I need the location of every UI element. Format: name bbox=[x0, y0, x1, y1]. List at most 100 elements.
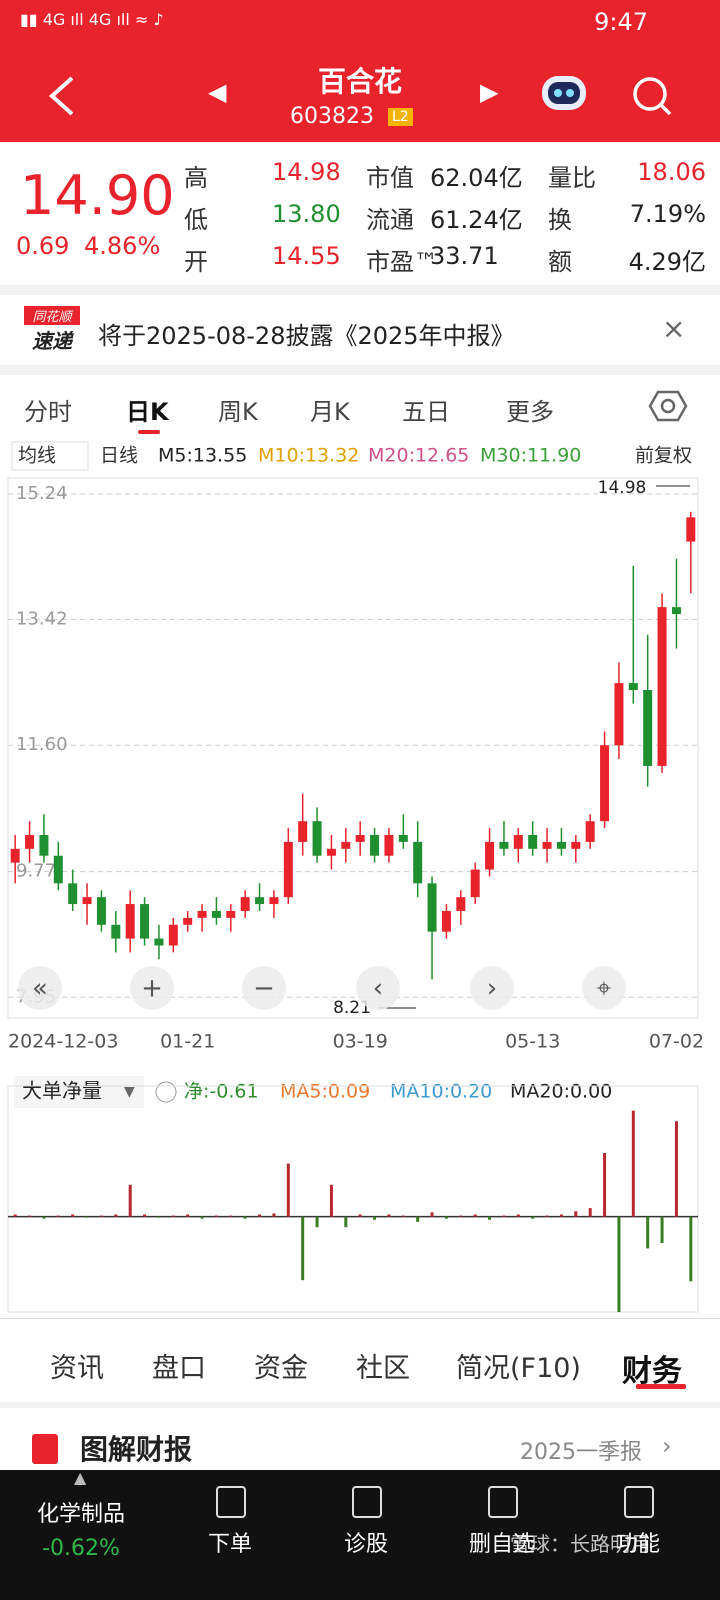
candle-body bbox=[600, 745, 610, 822]
nav-label[interactable]: 下单 bbox=[207, 1532, 252, 1557]
nav-icon[interactable] bbox=[352, 1486, 382, 1518]
nav-label[interactable]: 删自选 bbox=[468, 1532, 535, 1557]
zoom-button[interactable] bbox=[356, 966, 400, 1010]
bar bbox=[329, 1184, 333, 1217]
candle-body bbox=[25, 835, 35, 849]
stat-value: 7.19% bbox=[629, 200, 706, 228]
bottom-tab[interactable]: 资金 bbox=[254, 1353, 308, 1384]
bar bbox=[646, 1216, 650, 1249]
candle-body bbox=[571, 841, 581, 849]
bar bbox=[13, 1214, 17, 1217]
notice-close[interactable]: × bbox=[662, 312, 686, 345]
chart-tab[interactable]: 周K bbox=[218, 398, 258, 426]
bar bbox=[430, 1212, 434, 1217]
legend-item: MA5:0.09 bbox=[280, 1081, 370, 1103]
candle-body bbox=[585, 821, 595, 842]
stat-label: 市值 bbox=[366, 164, 414, 192]
nav-label[interactable]: 诊股 bbox=[343, 1532, 388, 1557]
bottom-tab[interactable]: 资讯 bbox=[50, 1353, 104, 1384]
legend-item: MA20:0.00 bbox=[510, 1081, 612, 1103]
stat-value: 14.55 bbox=[272, 242, 341, 270]
sector-name[interactable]: 化学制品 bbox=[36, 1502, 125, 1527]
candle-body bbox=[125, 904, 135, 939]
zoom-button[interactable] bbox=[582, 966, 626, 1010]
chart-tab[interactable]: 月K bbox=[310, 398, 350, 426]
settings-icon[interactable] bbox=[648, 388, 688, 424]
x-tick-label: 05-13 bbox=[505, 1031, 560, 1053]
candle-body bbox=[657, 607, 667, 766]
candle-body bbox=[398, 835, 408, 842]
bar bbox=[574, 1211, 578, 1217]
bottom-tab[interactable]: 财务 bbox=[622, 1354, 682, 1389]
nav-icon[interactable] bbox=[488, 1486, 518, 1518]
chart-tab[interactable]: 分时 bbox=[24, 398, 72, 426]
back-button[interactable] bbox=[44, 72, 80, 120]
candle-body bbox=[111, 924, 121, 939]
legend-item: M10:13.32 bbox=[258, 445, 359, 467]
zoom-icon: + bbox=[141, 974, 163, 1004]
notice-text[interactable]: 将于2025-08-28披露《2025年中报》 bbox=[98, 322, 515, 350]
bar bbox=[243, 1216, 247, 1219]
candle-body bbox=[140, 904, 150, 939]
chart-tab[interactable]: 日K bbox=[126, 398, 169, 426]
zoom-button[interactable] bbox=[130, 966, 174, 1010]
bar bbox=[171, 1215, 175, 1217]
stat-label: 额 bbox=[548, 248, 572, 276]
price: 14.90 bbox=[20, 164, 175, 227]
bar bbox=[373, 1216, 377, 1220]
nav-label[interactable]: 功能 bbox=[615, 1532, 660, 1557]
bar bbox=[588, 1208, 592, 1217]
bar bbox=[71, 1214, 75, 1217]
bottom-nav bbox=[0, 1470, 720, 1600]
bottom-tab[interactable]: 简况(F10) bbox=[456, 1353, 581, 1384]
nav-icon[interactable] bbox=[216, 1486, 246, 1518]
bottom-tab[interactable]: 社区 bbox=[356, 1353, 410, 1384]
report-period[interactable]: 2025一季报 bbox=[520, 1440, 642, 1465]
next-stock[interactable]: ▶ bbox=[480, 78, 499, 106]
candle-body bbox=[643, 689, 653, 766]
report-title: 图解财报 bbox=[80, 1433, 193, 1466]
legend-item: M30:11.90 bbox=[480, 445, 581, 467]
divider bbox=[0, 1402, 720, 1408]
zoom-icon: « bbox=[32, 974, 48, 1004]
nav-icon[interactable] bbox=[624, 1486, 654, 1518]
bar bbox=[660, 1216, 664, 1244]
candle-body bbox=[355, 835, 365, 842]
legend-box bbox=[11, 441, 89, 471]
candle-body bbox=[240, 897, 250, 911]
assistant-icon[interactable] bbox=[538, 70, 590, 114]
candle-body bbox=[39, 835, 49, 856]
zoom-button[interactable] bbox=[18, 966, 62, 1010]
search-button[interactable] bbox=[630, 74, 674, 118]
bar bbox=[229, 1215, 233, 1217]
logo-top: 同花顺 bbox=[24, 306, 80, 325]
zoom-button[interactable] bbox=[470, 966, 514, 1010]
bar bbox=[42, 1216, 46, 1219]
stat-value: 61.24亿 bbox=[430, 206, 523, 234]
candle-body bbox=[341, 841, 351, 849]
chart-tab[interactable]: 更多 bbox=[506, 398, 554, 426]
bar bbox=[631, 1110, 635, 1217]
candle-body bbox=[485, 841, 495, 870]
bar bbox=[401, 1215, 405, 1217]
help-icon bbox=[155, 1081, 177, 1103]
stat-value: 18.06 bbox=[637, 158, 706, 186]
bar bbox=[143, 1214, 147, 1217]
chart-tab[interactable]: 五日 bbox=[402, 398, 450, 426]
stat-label: 开 bbox=[184, 248, 208, 276]
candle-body bbox=[168, 924, 178, 946]
zoom-icon: ‹ bbox=[373, 974, 383, 1004]
bottom-tab[interactable]: 盘口 bbox=[152, 1353, 206, 1384]
stat-label: 流通 bbox=[366, 206, 414, 234]
dropdown-caret: ▼ bbox=[124, 1084, 135, 1100]
plot-frame bbox=[7, 1085, 699, 1313]
max-annotation: 14.98 bbox=[598, 478, 647, 498]
bar bbox=[559, 1214, 563, 1217]
change: 0.69 bbox=[16, 232, 70, 260]
candle-body bbox=[10, 848, 20, 863]
zoom-button[interactable] bbox=[242, 966, 286, 1010]
candle-body bbox=[53, 855, 63, 884]
prev-stock[interactable]: ◀ bbox=[208, 78, 227, 106]
candle-body bbox=[384, 835, 394, 856]
